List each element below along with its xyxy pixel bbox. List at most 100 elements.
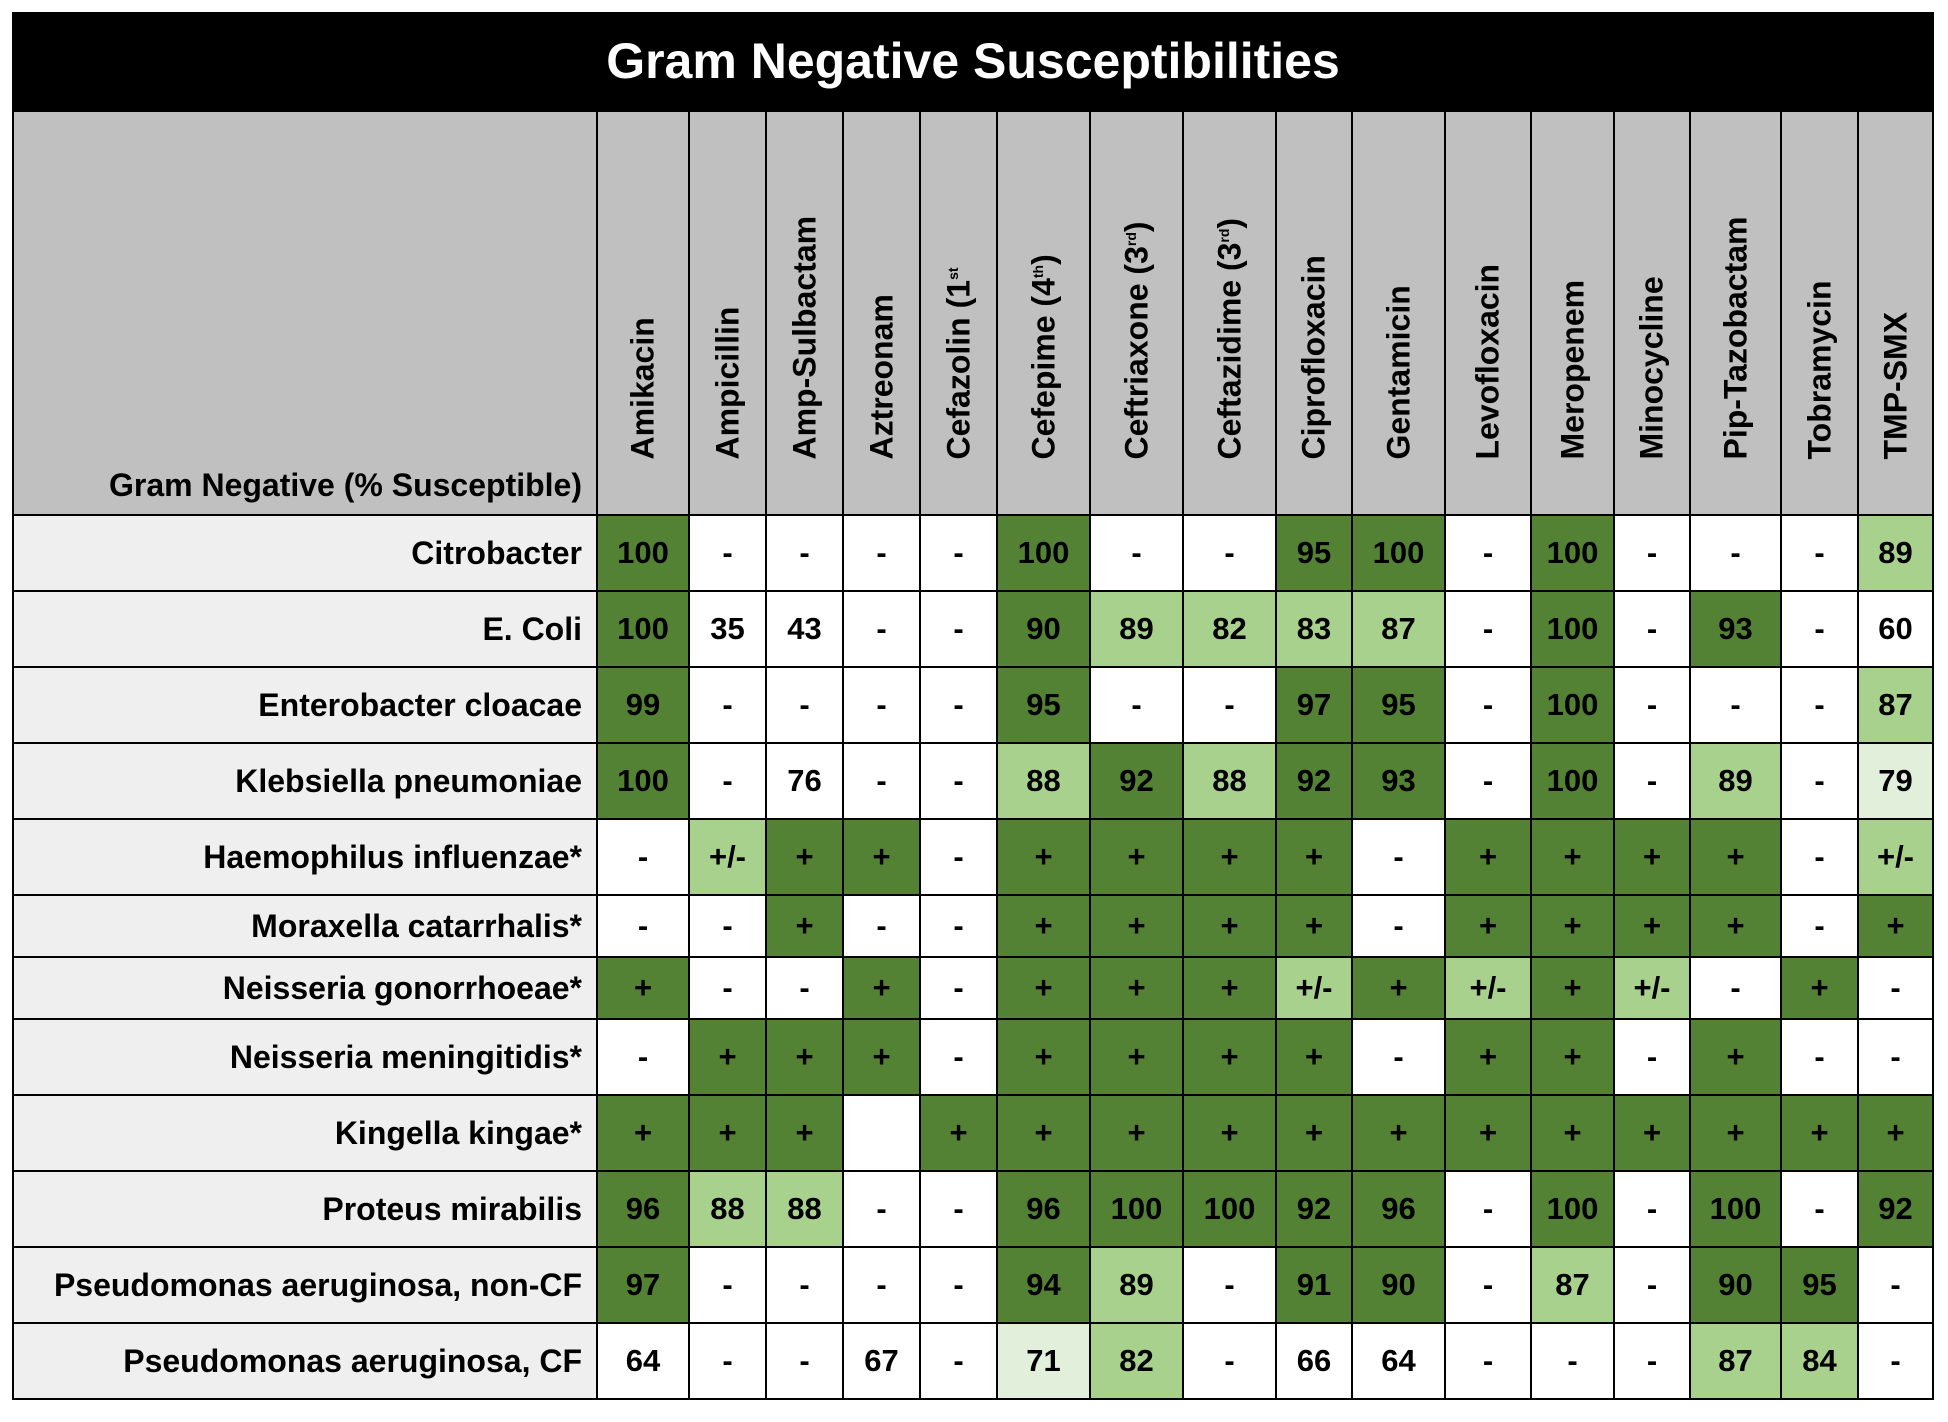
- antibiotic-name: TMP-SMX: [1877, 311, 1913, 460]
- susceptibility-cell: +: [1351, 1094, 1446, 1172]
- susceptibility-cell: -: [1857, 1018, 1934, 1096]
- susceptibility-cell: 82: [1182, 590, 1277, 668]
- susceptibility-cell: +: [1444, 894, 1532, 958]
- organism-label: Haemophilus influenzae*: [12, 818, 598, 896]
- susceptibility-cell: -: [1613, 1322, 1691, 1400]
- susceptibility-cell: 87: [1351, 590, 1446, 668]
- susceptibility-cell: +: [842, 956, 921, 1020]
- susceptibility-cell: -: [765, 1246, 844, 1324]
- susceptibility-cell: +: [1689, 1094, 1782, 1172]
- susceptibility-cell: -: [596, 894, 690, 958]
- susceptibility-cell: -: [1780, 742, 1859, 820]
- susceptibility-cell: +: [1689, 818, 1782, 896]
- antibiotic-name: Aztreonam: [863, 294, 899, 460]
- susceptibility-cell: +: [919, 1094, 998, 1172]
- susceptibility-cell: 90: [996, 590, 1091, 668]
- susceptibility-cell: +: [1182, 956, 1277, 1020]
- susceptibility-cell: -: [1780, 1018, 1859, 1096]
- antibiotic-header: Meropenem: [1530, 110, 1615, 516]
- antibiotic-header: Ceftriaxone (3rd): [1089, 110, 1184, 516]
- antibiotic-name: Tobramycin: [1801, 280, 1837, 460]
- antibiotic-name: Ciprofloxacin: [1295, 255, 1332, 460]
- susceptibility-cell: -: [919, 666, 998, 744]
- susceptibility-cell: 87: [1530, 1246, 1615, 1324]
- susceptibility-cell: +: [765, 818, 844, 896]
- susceptibility-cell: -: [1689, 666, 1782, 744]
- susceptibility-cell: 84: [1780, 1322, 1859, 1400]
- susceptibility-cell: 100: [1089, 1170, 1184, 1248]
- susceptibility-cell: -: [1780, 666, 1859, 744]
- susceptibility-cell: +: [1275, 1018, 1353, 1096]
- susceptibility-cell: -: [1857, 1246, 1934, 1324]
- susceptibility-cell: -: [919, 1170, 998, 1248]
- antibiotic-header: Amikacin: [596, 110, 690, 516]
- susceptibility-cell: +: [765, 1094, 844, 1172]
- susceptibility-cell: 93: [1689, 590, 1782, 668]
- susceptibility-cell: 64: [596, 1322, 690, 1400]
- susceptibility-cell: -: [919, 894, 998, 958]
- antibiotic-header: Cefazolin (1st: [919, 110, 998, 516]
- susceptibility-cell: 100: [1351, 514, 1446, 592]
- susceptibility-table: Gram Negative (% Susceptible) Amikacin Am…: [12, 110, 1934, 1400]
- susceptibility-cell: -: [1780, 1170, 1859, 1248]
- antibiotic-name: Levofloxacin: [1469, 263, 1506, 460]
- susceptibility-cell: -: [1780, 590, 1859, 668]
- susceptibility-cell: +: [996, 894, 1091, 958]
- antibiotic-header: Amp-Sulbactam: [765, 110, 844, 516]
- susceptibility-cell: -: [919, 956, 998, 1020]
- susceptibility-cell: -: [842, 666, 921, 744]
- susceptibility-cell: 88: [688, 1170, 767, 1248]
- susceptibility-cell: -: [919, 818, 998, 896]
- susceptibility-cell: +: [765, 1018, 844, 1096]
- antibiotic-header: Pip-Tazobactam: [1689, 110, 1782, 516]
- susceptibility-cell: -: [1444, 1322, 1532, 1400]
- susceptibility-cell: -: [919, 590, 998, 668]
- organism-label: Citrobacter: [12, 514, 598, 592]
- susceptibility-cell: -: [1613, 742, 1691, 820]
- susceptibility-cell: +: [1182, 1018, 1277, 1096]
- susceptibility-cell: -: [1089, 514, 1184, 592]
- susceptibility-cell: +: [1275, 1094, 1353, 1172]
- table-row: Moraxella catarrhalis* - - + - - + + + + - + + + + - +: [12, 894, 1934, 958]
- susceptibility-cell: -: [688, 1322, 767, 1400]
- organism-label: Neisseria gonorrhoeae*: [12, 956, 598, 1020]
- susceptibility-cell: 88: [996, 742, 1091, 820]
- susceptibility-cell: -: [1613, 1170, 1691, 1248]
- susceptibility-cell: 89: [1089, 1246, 1184, 1324]
- sheet-title: Gram Negative Susceptibilities: [12, 12, 1934, 110]
- susceptibility-cell: +: [596, 956, 690, 1020]
- susceptibility-cell: 92: [1275, 1170, 1353, 1248]
- susceptibility-cell: +: [1530, 1094, 1615, 1172]
- susceptibility-sheet: Gram Negative Susceptibilities Gram Nega…: [12, 12, 1934, 1400]
- antibiotic-name: Gentamicin: [1380, 285, 1416, 460]
- susceptibility-cell: 95: [1275, 514, 1353, 592]
- susceptibility-cell: +: [996, 1094, 1091, 1172]
- susceptibility-cell: +: [1444, 1094, 1532, 1172]
- susceptibility-cell: 100: [596, 590, 690, 668]
- susceptibility-cell: +: [1857, 1094, 1934, 1172]
- susceptibility-cell: 96: [996, 1170, 1091, 1248]
- susceptibility-cell: 79: [1857, 742, 1934, 820]
- organism-label: Moraxella catarrhalis*: [12, 894, 598, 958]
- susceptibility-cell: 76: [765, 742, 844, 820]
- susceptibility-cell: -: [919, 742, 998, 820]
- susceptibility-cell: +/-: [1275, 956, 1353, 1020]
- susceptibility-cell: 64: [1351, 1322, 1446, 1400]
- susceptibility-cell: -: [1780, 818, 1859, 896]
- susceptibility-cell: 96: [1351, 1170, 1446, 1248]
- susceptibility-cell: +: [1275, 894, 1353, 958]
- susceptibility-cell: 100: [596, 514, 690, 592]
- susceptibility-cell: 100: [1530, 514, 1615, 592]
- susceptibility-cell: -: [1182, 1246, 1277, 1324]
- susceptibility-cell: +/-: [688, 818, 767, 896]
- organism-label: Enterobacter cloacae: [12, 666, 598, 744]
- susceptibility-cell: +: [1613, 818, 1691, 896]
- antibiotic-header: Levofloxacin: [1444, 110, 1532, 516]
- susceptibility-cell: -: [919, 1246, 998, 1324]
- susceptibility-cell: +: [688, 1018, 767, 1096]
- susceptibility-cell: +: [1530, 894, 1615, 958]
- susceptibility-cell: +: [765, 894, 844, 958]
- susceptibility-cell: -: [1613, 590, 1691, 668]
- susceptibility-cell: +: [996, 1018, 1091, 1096]
- susceptibility-cell: 89: [1689, 742, 1782, 820]
